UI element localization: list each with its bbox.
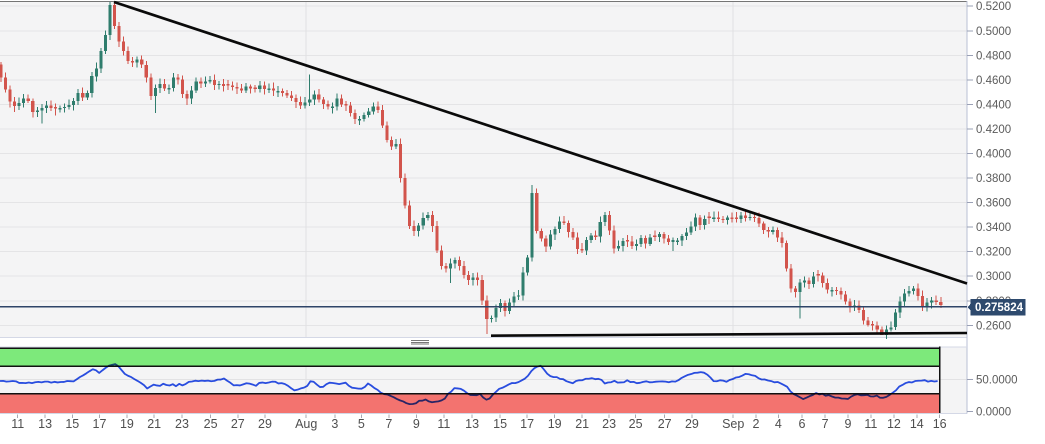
svg-text:29: 29: [685, 417, 699, 431]
svg-text:17: 17: [520, 417, 534, 431]
svg-text:0.3600: 0.3600: [976, 198, 1011, 210]
svg-text:9: 9: [845, 417, 852, 431]
svg-text:5: 5: [358, 417, 365, 431]
svg-text:14: 14: [910, 417, 924, 431]
svg-text:7: 7: [385, 417, 392, 431]
svg-text:3: 3: [331, 417, 338, 431]
svg-text:6: 6: [799, 417, 806, 431]
svg-text:0.4200: 0.4200: [976, 124, 1011, 136]
svg-text:4: 4: [775, 417, 782, 431]
svg-text:Aug: Aug: [295, 417, 317, 431]
svg-text:25: 25: [629, 417, 643, 431]
svg-text:2: 2: [753, 417, 760, 431]
svg-text:50.0000: 50.0000: [976, 375, 1018, 387]
svg-text:29: 29: [258, 417, 272, 431]
svg-text:0.5000: 0.5000: [976, 26, 1011, 38]
svg-text:11: 11: [864, 417, 877, 431]
svg-text:11: 11: [11, 417, 24, 431]
svg-text:0.3000: 0.3000: [976, 271, 1011, 283]
svg-text:0.275824: 0.275824: [975, 302, 1024, 314]
svg-text:0.3200: 0.3200: [976, 247, 1011, 259]
svg-text:21: 21: [147, 417, 161, 431]
svg-text:17: 17: [93, 417, 107, 431]
svg-text:0.5200: 0.5200: [976, 1, 1011, 13]
svg-text:0.4400: 0.4400: [976, 99, 1011, 111]
svg-text:0.3400: 0.3400: [976, 222, 1011, 234]
svg-text:0.3800: 0.3800: [976, 173, 1011, 185]
svg-text:12: 12: [887, 417, 901, 431]
svg-text:27: 27: [231, 417, 245, 431]
svg-text:0.0000: 0.0000: [976, 407, 1011, 419]
svg-text:27: 27: [658, 417, 672, 431]
svg-text:11: 11: [437, 417, 450, 431]
svg-text:0.4600: 0.4600: [976, 75, 1011, 87]
svg-text:25: 25: [204, 417, 218, 431]
svg-text:23: 23: [175, 417, 189, 431]
svg-text:13: 13: [465, 417, 479, 431]
svg-text:0.4800: 0.4800: [976, 50, 1011, 62]
svg-text:7: 7: [822, 417, 829, 431]
svg-text:21: 21: [575, 417, 589, 431]
svg-text:16: 16: [933, 417, 947, 431]
svg-text:0.2600: 0.2600: [976, 320, 1011, 332]
svg-text:19: 19: [120, 417, 134, 431]
svg-text:13: 13: [38, 417, 52, 431]
svg-text:19: 19: [548, 417, 562, 431]
svg-text:9: 9: [413, 417, 420, 431]
svg-text:15: 15: [493, 417, 507, 431]
svg-text:23: 23: [602, 417, 616, 431]
svg-text:Sep: Sep: [722, 417, 744, 431]
svg-text:15: 15: [65, 417, 79, 431]
svg-text:0.4000: 0.4000: [976, 149, 1011, 161]
